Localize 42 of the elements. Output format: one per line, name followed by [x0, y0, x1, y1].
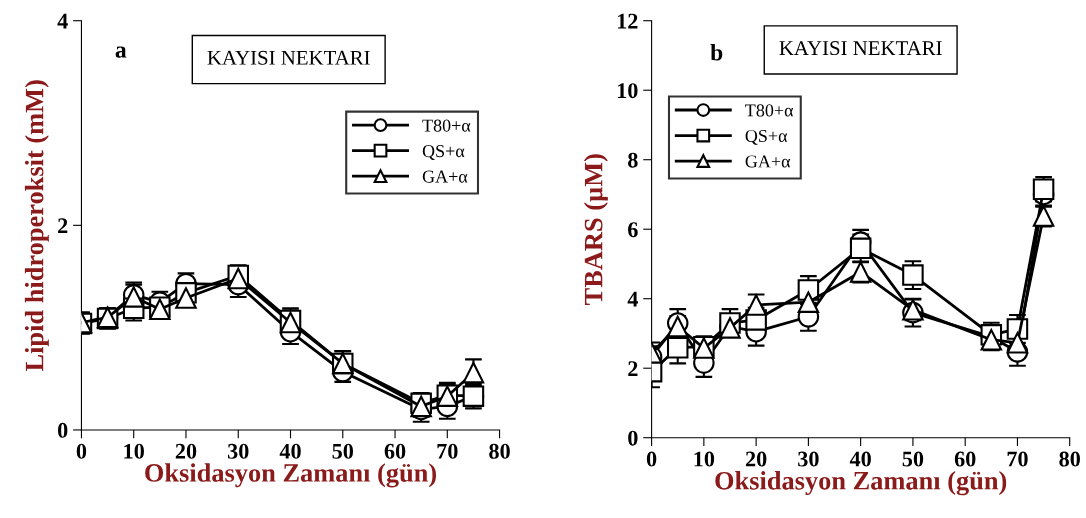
y-axis-title: Lipid hidroperoksit (mM): [24, 80, 49, 372]
y-axis-title: TBARS (µM): [583, 154, 608, 305]
legend-label: GA+α: [422, 170, 468, 183]
x-tick-label: 0: [76, 443, 87, 459]
x-tick-label: 20: [745, 451, 767, 467]
x-tick-label: 50: [902, 451, 924, 467]
legend-label: QS+α: [422, 145, 465, 160]
y-tick-label: 0: [57, 422, 68, 438]
x-tick-label: 30: [798, 451, 819, 467]
y-tick-label: 6: [628, 222, 638, 238]
y-tick-label: 0: [628, 430, 638, 446]
y-tick-label: 10: [617, 83, 638, 99]
y-tick-label: 12: [617, 13, 638, 29]
y-tick-label: 4: [627, 291, 638, 307]
x-tick-label: 60: [384, 443, 406, 459]
x-tick-label: 70: [437, 443, 458, 459]
x-tick-label: 10: [124, 443, 144, 459]
x-tick-label: 0: [646, 451, 657, 467]
y-tick-label: 8: [628, 152, 638, 168]
x-tick-label: 10: [694, 451, 715, 467]
x-tick-label: 80: [489, 443, 510, 459]
x-tick-label: 60: [954, 451, 976, 467]
x-tick-label: 20: [175, 443, 197, 459]
text: KAYISI NEKTARI: [779, 41, 942, 56]
x-tick-label: 80: [1059, 451, 1080, 467]
y-tick-label: 2: [58, 218, 68, 234]
annotation: a: [115, 46, 127, 58]
x-tick-label: 40: [849, 451, 871, 467]
text: KAYISI NEKTARI: [207, 50, 370, 65]
legend-label: GA+α: [745, 155, 791, 168]
y-tick-label: 2: [628, 361, 638, 376]
y-tick-label: 4: [57, 13, 68, 29]
x-tick-label: 70: [1007, 451, 1028, 467]
legend-label: T80+α: [422, 119, 471, 132]
x-tick-label: 30: [227, 443, 249, 459]
x-tick-label: 40: [279, 443, 301, 459]
x-axis-title: Oksidasyon Zamanı (gün): [715, 471, 1007, 496]
x-axis-title: Oksidasyon Zamanı (gün): [145, 463, 436, 488]
x-tick-label: 50: [332, 443, 354, 459]
legend-label: QS+α: [745, 129, 788, 145]
annotation: b: [710, 43, 723, 61]
legend-label: T80+α: [745, 104, 794, 117]
